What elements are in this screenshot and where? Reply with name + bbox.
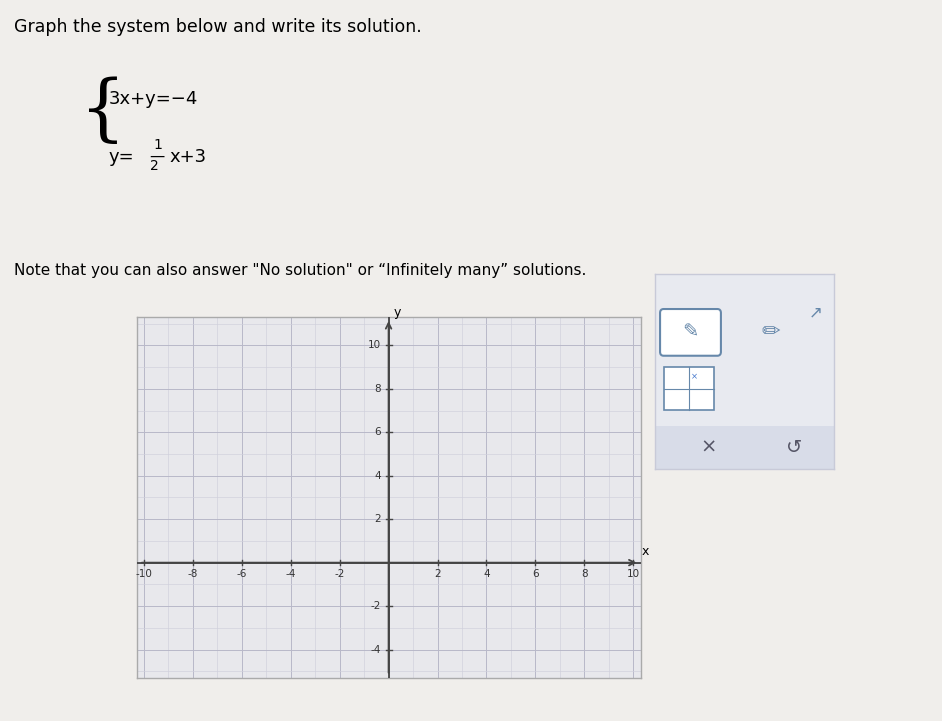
Text: ×: ×: [700, 438, 717, 456]
Text: y=: y=: [108, 148, 134, 166]
Text: 8: 8: [375, 384, 382, 394]
Text: Graph the system below and write its solution.: Graph the system below and write its sol…: [14, 18, 422, 36]
Text: 1: 1: [154, 138, 162, 152]
Text: -2: -2: [334, 569, 345, 579]
Text: 6: 6: [375, 428, 382, 438]
Text: x: x: [642, 545, 649, 558]
Text: ✎: ✎: [682, 323, 699, 342]
Text: -8: -8: [187, 569, 198, 579]
Text: Note that you can also answer "No solution" or “Infinitely many” solutions.: Note that you can also answer "No soluti…: [14, 263, 587, 278]
Text: -6: -6: [236, 569, 247, 579]
Text: -4: -4: [285, 569, 296, 579]
Text: 2: 2: [375, 514, 382, 524]
Text: 10: 10: [368, 340, 382, 350]
Text: ✏: ✏: [762, 322, 780, 342]
Text: -2: -2: [371, 601, 382, 611]
Text: 4: 4: [483, 569, 490, 579]
Text: -10: -10: [136, 569, 153, 579]
Text: -4: -4: [371, 645, 382, 655]
Text: —: —: [149, 149, 164, 164]
Text: ↺: ↺: [787, 438, 803, 456]
Bar: [655, 426, 834, 469]
Text: ↗: ↗: [809, 304, 822, 322]
Text: 2: 2: [434, 569, 441, 579]
Text: ×: ×: [690, 373, 698, 381]
Text: 3x+y=−4: 3x+y=−4: [108, 90, 198, 108]
Text: 4: 4: [375, 471, 382, 481]
Text: 6: 6: [532, 569, 539, 579]
Text: 8: 8: [581, 569, 588, 579]
Text: x+3: x+3: [170, 148, 206, 166]
Text: y: y: [394, 306, 401, 319]
Text: 10: 10: [626, 569, 640, 579]
FancyBboxPatch shape: [663, 368, 714, 410]
Text: 2: 2: [150, 159, 158, 172]
FancyBboxPatch shape: [660, 309, 721, 355]
Text: {: {: [80, 76, 126, 147]
